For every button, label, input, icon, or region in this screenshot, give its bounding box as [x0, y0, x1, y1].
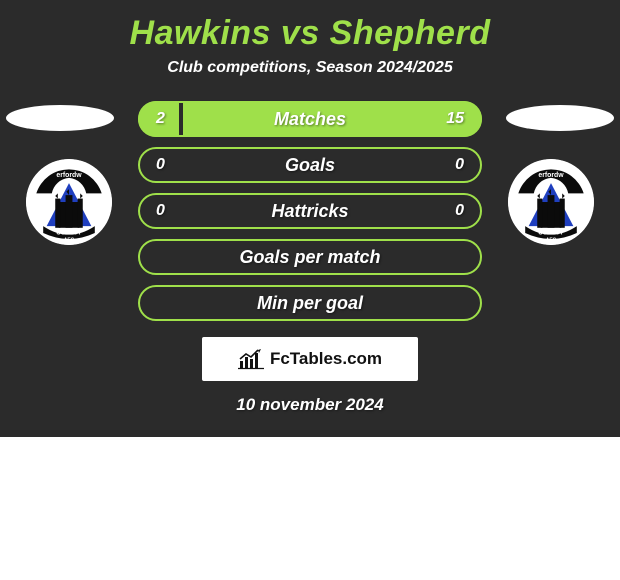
bar-chart-icon	[238, 348, 264, 370]
stat-label: Min per goal	[257, 293, 363, 314]
stat-label: Matches	[274, 109, 346, 130]
svg-text:COUNTY: COUNTY	[56, 231, 81, 237]
stat-row: 0 Hattricks 0	[138, 193, 482, 229]
brand-label: FcTables.com	[270, 349, 382, 369]
stat-value-left: 2	[156, 110, 165, 128]
stat-row: Goals per match	[138, 239, 482, 275]
stat-label: Goals per match	[239, 247, 380, 268]
svg-text:erfordw: erfordw	[538, 172, 564, 179]
brand-badge[interactable]: FcTables.com	[202, 337, 418, 381]
crest-icon: erfordw COUNTY AFC	[508, 159, 594, 245]
svg-text:AFC: AFC	[546, 238, 557, 244]
right-player-ellipse	[506, 105, 614, 131]
stat-row: 0 Goals 0	[138, 147, 482, 183]
stat-label: Hattricks	[271, 201, 348, 222]
comparison-content: erfordw COUNTY AFC erfordw	[0, 101, 620, 415]
stat-label: Goals	[285, 155, 335, 176]
stat-row: 2 Matches 15	[138, 101, 482, 137]
crest-icon: erfordw COUNTY AFC	[26, 159, 112, 245]
stat-value-right: 0	[455, 156, 464, 174]
comparison-card: Hawkins vs Shepherd Club competitions, S…	[0, 0, 620, 437]
right-club-crest: erfordw COUNTY AFC	[508, 159, 594, 245]
svg-text:COUNTY: COUNTY	[538, 231, 563, 237]
left-player-ellipse	[6, 105, 114, 131]
comparison-date: 10 november 2024	[0, 395, 620, 415]
stat-rows: 2 Matches 15 0 Goals 0 0 Hattricks 0 Goals per ma…	[138, 101, 482, 321]
stat-value-right: 0	[455, 202, 464, 220]
stat-value-left: 0	[156, 156, 165, 174]
stat-value-left: 0	[156, 202, 165, 220]
svg-text:erfordw: erfordw	[56, 172, 82, 179]
svg-text:AFC: AFC	[64, 238, 75, 244]
comparison-title: Hawkins vs Shepherd	[0, 0, 620, 59]
stat-row: Min per goal	[138, 285, 482, 321]
stat-value-right: 15	[446, 110, 464, 128]
comparison-subtitle: Club competitions, Season 2024/2025	[0, 59, 620, 101]
left-club-crest: erfordw COUNTY AFC	[26, 159, 112, 245]
